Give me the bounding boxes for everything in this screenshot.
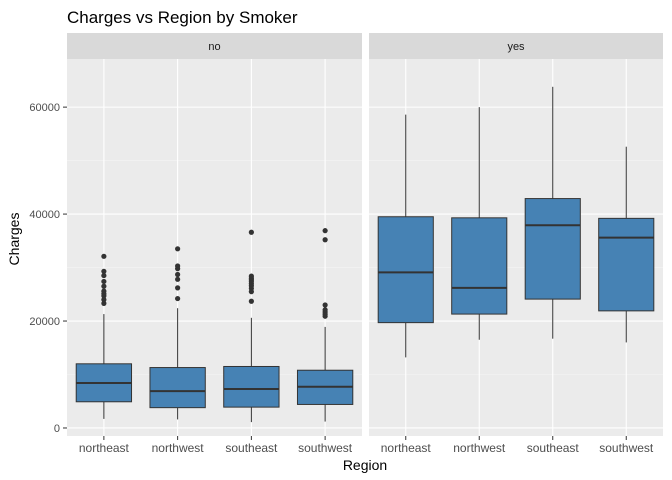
outlier-point — [101, 297, 107, 303]
box-body — [223, 365, 280, 408]
box-body — [451, 217, 508, 315]
box-body — [524, 198, 581, 300]
y-tick-label: 60000 — [29, 102, 60, 114]
outlier-point — [175, 246, 181, 252]
x-tick-label: northeast — [79, 441, 130, 455]
facet-strip — [369, 33, 663, 59]
outlier-point — [101, 268, 107, 274]
outlier-point — [175, 295, 181, 302]
outlier-point — [175, 285, 181, 291]
box-no-northeast — [75, 253, 133, 419]
x-tick-label: northeast — [381, 441, 432, 455]
outlier-point — [101, 300, 107, 306]
facet-strip-label: yes — [507, 41, 525, 53]
y-tick-label: 40000 — [29, 209, 60, 221]
x-tick-label: southwest — [599, 441, 654, 455]
y-tick-label: 20000 — [29, 316, 60, 328]
outlier-point — [101, 288, 107, 294]
facet-strip — [67, 33, 362, 59]
x-tick-label: southwest — [298, 441, 353, 455]
box-yes-northwest — [451, 107, 508, 340]
x-tick-label: northwest — [152, 441, 205, 455]
outlier-point — [248, 298, 254, 304]
outlier-point — [322, 228, 328, 234]
chart-title: Charges vs Region by Smoker — [67, 8, 298, 27]
x-axis-label: Region — [343, 457, 387, 473]
x-tick-label: southeast — [527, 441, 580, 455]
outlier-point — [175, 271, 181, 278]
outlier-point — [322, 307, 328, 313]
x-tick-label: northwest — [453, 441, 506, 455]
outlier-point — [101, 278, 107, 285]
box-body — [149, 367, 206, 409]
box-no-northwest — [149, 246, 206, 420]
facet-strip-label: no — [208, 41, 220, 53]
outlier-point — [322, 302, 328, 308]
box-yes-northeast — [377, 114, 434, 358]
outlier-point — [248, 229, 254, 235]
box-no-southwest — [296, 228, 354, 422]
box-body — [377, 216, 434, 324]
outlier-point — [175, 263, 181, 269]
box-body — [598, 217, 655, 312]
x-tick-label: southeast — [225, 441, 278, 455]
outlier-point — [101, 283, 107, 289]
box-yes-southeast — [524, 86, 581, 339]
outlier-point — [175, 276, 181, 282]
outlier-point — [322, 237, 328, 243]
box-yes-southwest — [598, 146, 655, 343]
outlier-point — [248, 273, 254, 279]
outlier-point — [101, 253, 107, 259]
y-tick-label: 0 — [54, 423, 60, 435]
y-axis-label: Charges — [6, 213, 22, 266]
box-no-southeast — [223, 229, 280, 423]
outlier-point — [101, 272, 107, 279]
